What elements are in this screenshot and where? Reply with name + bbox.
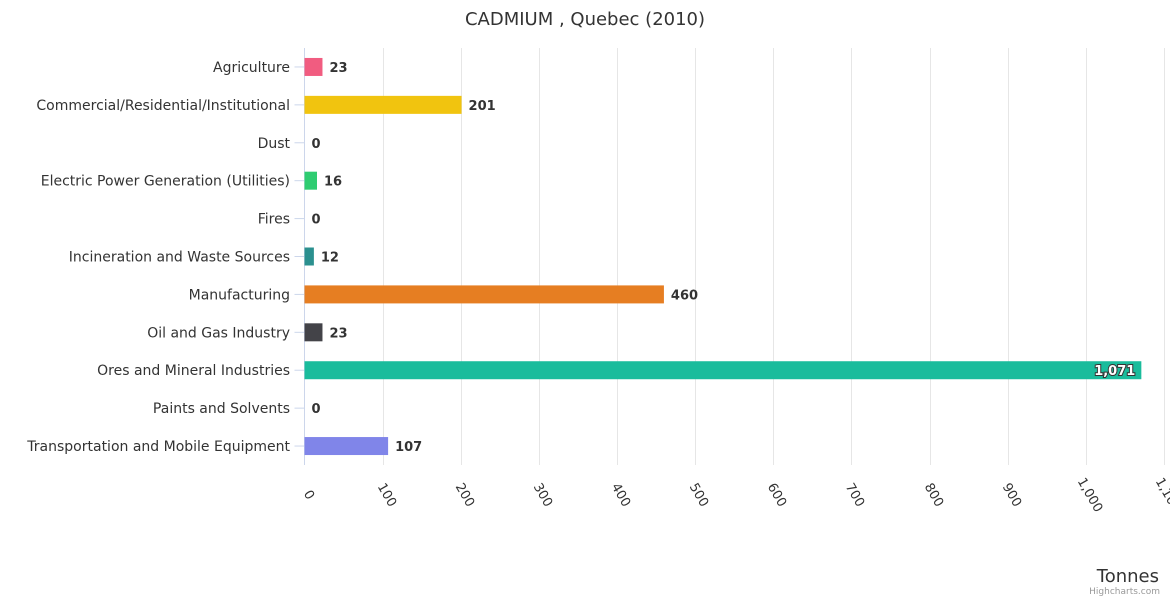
value-tick-label: 800	[921, 481, 946, 510]
category-label: Transportation and Mobile Equipment	[26, 439, 290, 455]
data-label: 1,071	[1094, 364, 1135, 379]
value-tick-label: 100	[374, 481, 399, 510]
category-label: Paints and Solvents	[153, 401, 290, 417]
chart-title: CADMIUM , Quebec (2010)	[465, 9, 705, 30]
category-label: Dust	[258, 136, 291, 152]
category-label: Fires	[258, 212, 290, 228]
bar[interactable]	[304, 171, 318, 190]
data-label: 460	[671, 288, 698, 303]
value-tick-label: 400	[608, 481, 633, 510]
category-label: Commercial/Residential/Institutional	[36, 98, 290, 114]
category-label: Electric Power Generation (Utilities)	[41, 174, 290, 190]
bar[interactable]	[304, 285, 664, 304]
category-label: Agriculture	[213, 60, 290, 76]
category-label: Ores and Mineral Industries	[97, 363, 290, 379]
category-axis: Agriculture Commercial/Residential/Instit…	[26, 48, 305, 465]
category-label: Incineration and Waste Sources	[69, 250, 290, 266]
grid-lines	[383, 48, 1165, 465]
bar[interactable]	[304, 323, 323, 342]
credits-link[interactable]: Highcharts.com	[1089, 587, 1160, 597]
data-label: 201	[469, 99, 496, 114]
value-tick-label: 1,000	[1074, 475, 1106, 515]
bars: 23 201 0 16 0 12 460 23 1,071 0 107	[304, 57, 1142, 456]
data-label: 12	[321, 251, 339, 266]
data-label: 0	[312, 402, 321, 417]
category-label: Oil and Gas Industry	[147, 325, 290, 341]
bar[interactable]	[304, 361, 1142, 380]
bar[interactable]	[304, 437, 389, 456]
data-label: 0	[312, 213, 321, 228]
bar[interactable]	[304, 247, 314, 266]
data-label: 0	[312, 137, 321, 152]
value-axis-title: Tonnes	[1096, 566, 1159, 587]
value-tick-label: 900	[999, 481, 1024, 510]
data-label: 23	[329, 61, 347, 76]
data-label: 16	[324, 175, 342, 190]
category-label: Manufacturing	[189, 287, 290, 303]
value-tick-label: 0	[300, 488, 317, 503]
bar[interactable]	[304, 57, 323, 76]
value-tick-label: 500	[686, 481, 711, 510]
value-tick-label: 1,100	[1152, 475, 1170, 515]
value-tick-label: 200	[452, 481, 477, 510]
value-axis-ticks: 0 100 200 300 400 500 600 700 800 900 1,000 1,100	[300, 475, 1170, 515]
bar[interactable]	[304, 95, 462, 114]
value-tick-label: 600	[764, 481, 789, 510]
value-tick-label: 300	[530, 481, 555, 510]
data-label: 107	[395, 440, 422, 455]
data-label: 23	[329, 326, 347, 341]
value-tick-label: 700	[842, 481, 867, 510]
